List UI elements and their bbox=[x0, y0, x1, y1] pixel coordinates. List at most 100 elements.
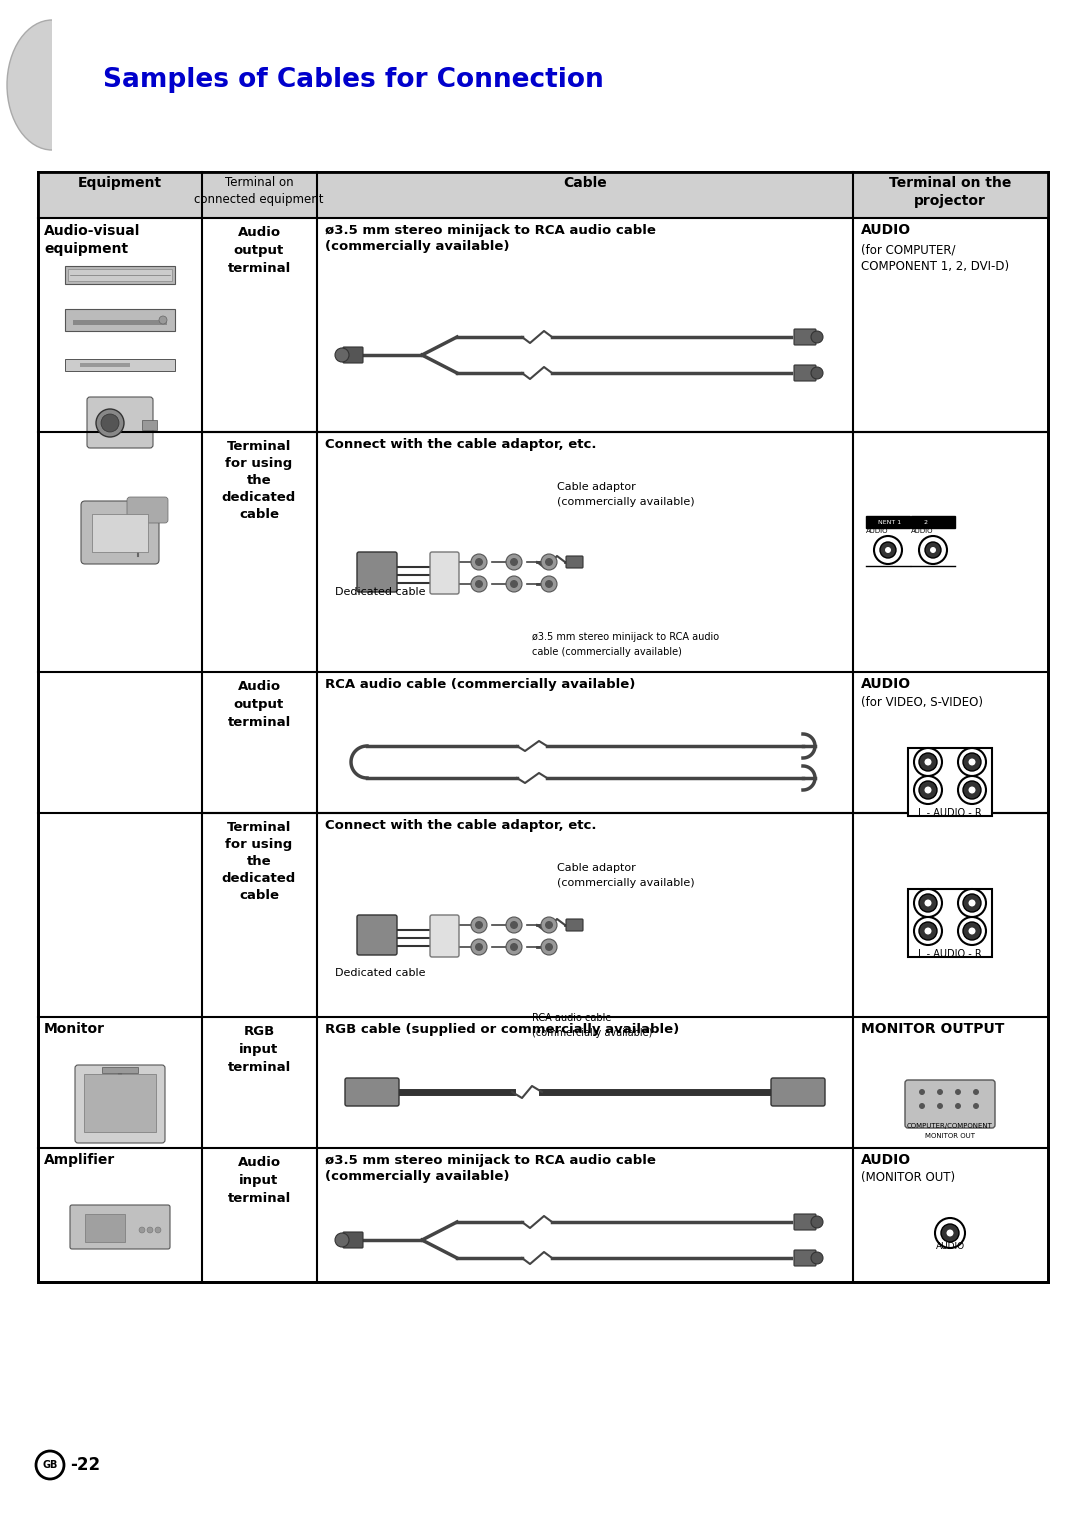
Circle shape bbox=[919, 921, 937, 940]
Text: AUDIO: AUDIO bbox=[912, 528, 933, 535]
Bar bbox=[912, 516, 955, 528]
FancyBboxPatch shape bbox=[343, 1232, 363, 1247]
FancyBboxPatch shape bbox=[566, 918, 583, 931]
Circle shape bbox=[159, 315, 167, 324]
Circle shape bbox=[510, 921, 518, 929]
Circle shape bbox=[507, 554, 522, 570]
Circle shape bbox=[96, 410, 124, 437]
Circle shape bbox=[914, 917, 942, 944]
Circle shape bbox=[973, 1103, 978, 1109]
Text: -22: -22 bbox=[70, 1456, 100, 1474]
Text: (commercially available): (commercially available) bbox=[532, 1028, 652, 1039]
Circle shape bbox=[507, 917, 522, 934]
Text: (for VIDEO, S-VIDEO): (for VIDEO, S-VIDEO) bbox=[861, 696, 983, 710]
Circle shape bbox=[973, 1089, 978, 1095]
Text: ø3.5 mm stereo minijack to RCA audio cable
(commercially available): ø3.5 mm stereo minijack to RCA audio cab… bbox=[325, 1154, 656, 1183]
Text: Samples of Cables for Connection: Samples of Cables for Connection bbox=[103, 67, 604, 93]
Text: AUDIO: AUDIO bbox=[866, 528, 889, 535]
Bar bbox=[141, 420, 157, 429]
Text: AUDIO: AUDIO bbox=[861, 678, 912, 691]
Text: Connect with the cable adaptor, etc.: Connect with the cable adaptor, etc. bbox=[325, 439, 596, 451]
Text: Equipment: Equipment bbox=[78, 177, 162, 190]
FancyBboxPatch shape bbox=[75, 1065, 165, 1142]
Ellipse shape bbox=[6, 20, 97, 149]
Circle shape bbox=[914, 748, 942, 777]
Text: cable (commercially available): cable (commercially available) bbox=[532, 647, 681, 656]
Circle shape bbox=[969, 928, 975, 935]
Circle shape bbox=[969, 758, 975, 766]
Text: NENT 1: NENT 1 bbox=[878, 519, 901, 524]
Circle shape bbox=[955, 1103, 961, 1109]
Circle shape bbox=[475, 580, 483, 588]
FancyBboxPatch shape bbox=[345, 1078, 399, 1106]
Text: L - AUDIO - R: L - AUDIO - R bbox=[918, 809, 982, 818]
Text: (MONITOR OUT): (MONITOR OUT) bbox=[861, 1171, 955, 1183]
Text: Terminal on
connected equipment: Terminal on connected equipment bbox=[194, 177, 324, 206]
Bar bbox=[73, 320, 167, 324]
Circle shape bbox=[545, 943, 553, 950]
Circle shape bbox=[874, 536, 902, 564]
Text: Amplifier: Amplifier bbox=[44, 1153, 116, 1167]
Circle shape bbox=[958, 917, 986, 944]
Circle shape bbox=[880, 542, 896, 557]
Bar bbox=[38, 172, 1048, 218]
Circle shape bbox=[963, 752, 981, 771]
Text: (for COMPUTER/
COMPONENT 1, 2, DVI-D): (for COMPUTER/ COMPONENT 1, 2, DVI-D) bbox=[861, 244, 1009, 273]
FancyBboxPatch shape bbox=[357, 551, 397, 592]
Bar bbox=[65, 267, 175, 283]
Text: Audio
output
terminal: Audio output terminal bbox=[228, 679, 291, 730]
Bar bbox=[38, 172, 1048, 1282]
Circle shape bbox=[935, 1218, 966, 1247]
Circle shape bbox=[946, 1229, 954, 1237]
Circle shape bbox=[545, 921, 553, 929]
Circle shape bbox=[510, 557, 518, 567]
Circle shape bbox=[510, 943, 518, 950]
Text: Connect with the cable adaptor, etc.: Connect with the cable adaptor, etc. bbox=[325, 819, 596, 832]
Text: RGB cable (supplied or commercially available): RGB cable (supplied or commercially avai… bbox=[325, 1023, 679, 1036]
FancyBboxPatch shape bbox=[794, 329, 816, 346]
Bar bbox=[102, 1068, 138, 1074]
Text: RGB
input
terminal: RGB input terminal bbox=[228, 1025, 291, 1074]
Circle shape bbox=[919, 752, 937, 771]
FancyBboxPatch shape bbox=[905, 1080, 995, 1129]
Bar bbox=[85, 1214, 125, 1241]
Circle shape bbox=[937, 1089, 943, 1095]
FancyBboxPatch shape bbox=[794, 1250, 816, 1266]
Text: Dedicated cable: Dedicated cable bbox=[335, 969, 426, 978]
Text: GB: GB bbox=[42, 1461, 57, 1470]
Circle shape bbox=[471, 576, 487, 592]
Circle shape bbox=[335, 347, 349, 362]
Circle shape bbox=[475, 943, 483, 950]
Text: Audio-visual
equipment: Audio-visual equipment bbox=[44, 224, 140, 256]
Circle shape bbox=[541, 940, 557, 955]
Circle shape bbox=[914, 777, 942, 804]
Circle shape bbox=[541, 576, 557, 592]
Text: Cable adaptor: Cable adaptor bbox=[557, 864, 636, 873]
Circle shape bbox=[335, 1234, 349, 1247]
Circle shape bbox=[941, 1224, 959, 1241]
Text: MONITOR OUTPUT: MONITOR OUTPUT bbox=[861, 1022, 1004, 1036]
Circle shape bbox=[963, 921, 981, 940]
Circle shape bbox=[541, 917, 557, 934]
Circle shape bbox=[811, 330, 823, 343]
Circle shape bbox=[919, 1103, 924, 1109]
Circle shape bbox=[924, 928, 931, 935]
Text: 2: 2 bbox=[923, 519, 927, 524]
Text: Terminal on the
projector: Terminal on the projector bbox=[889, 177, 1011, 209]
Circle shape bbox=[147, 1228, 153, 1234]
Bar bbox=[68, 270, 172, 282]
Bar bbox=[908, 748, 993, 816]
Circle shape bbox=[102, 414, 119, 433]
FancyBboxPatch shape bbox=[357, 915, 397, 955]
Text: L - AUDIO - R: L - AUDIO - R bbox=[918, 949, 982, 959]
Text: Monitor: Monitor bbox=[44, 1022, 105, 1036]
Text: Cable: Cable bbox=[563, 177, 607, 190]
Circle shape bbox=[937, 1103, 943, 1109]
Circle shape bbox=[811, 1252, 823, 1264]
Text: Audio
output
terminal: Audio output terminal bbox=[228, 225, 291, 276]
Text: Terminal
for using
the
dedicated
cable: Terminal for using the dedicated cable bbox=[221, 821, 296, 902]
Circle shape bbox=[507, 576, 522, 592]
Circle shape bbox=[924, 900, 931, 906]
Circle shape bbox=[139, 1228, 145, 1234]
Text: Cable adaptor: Cable adaptor bbox=[557, 481, 636, 492]
